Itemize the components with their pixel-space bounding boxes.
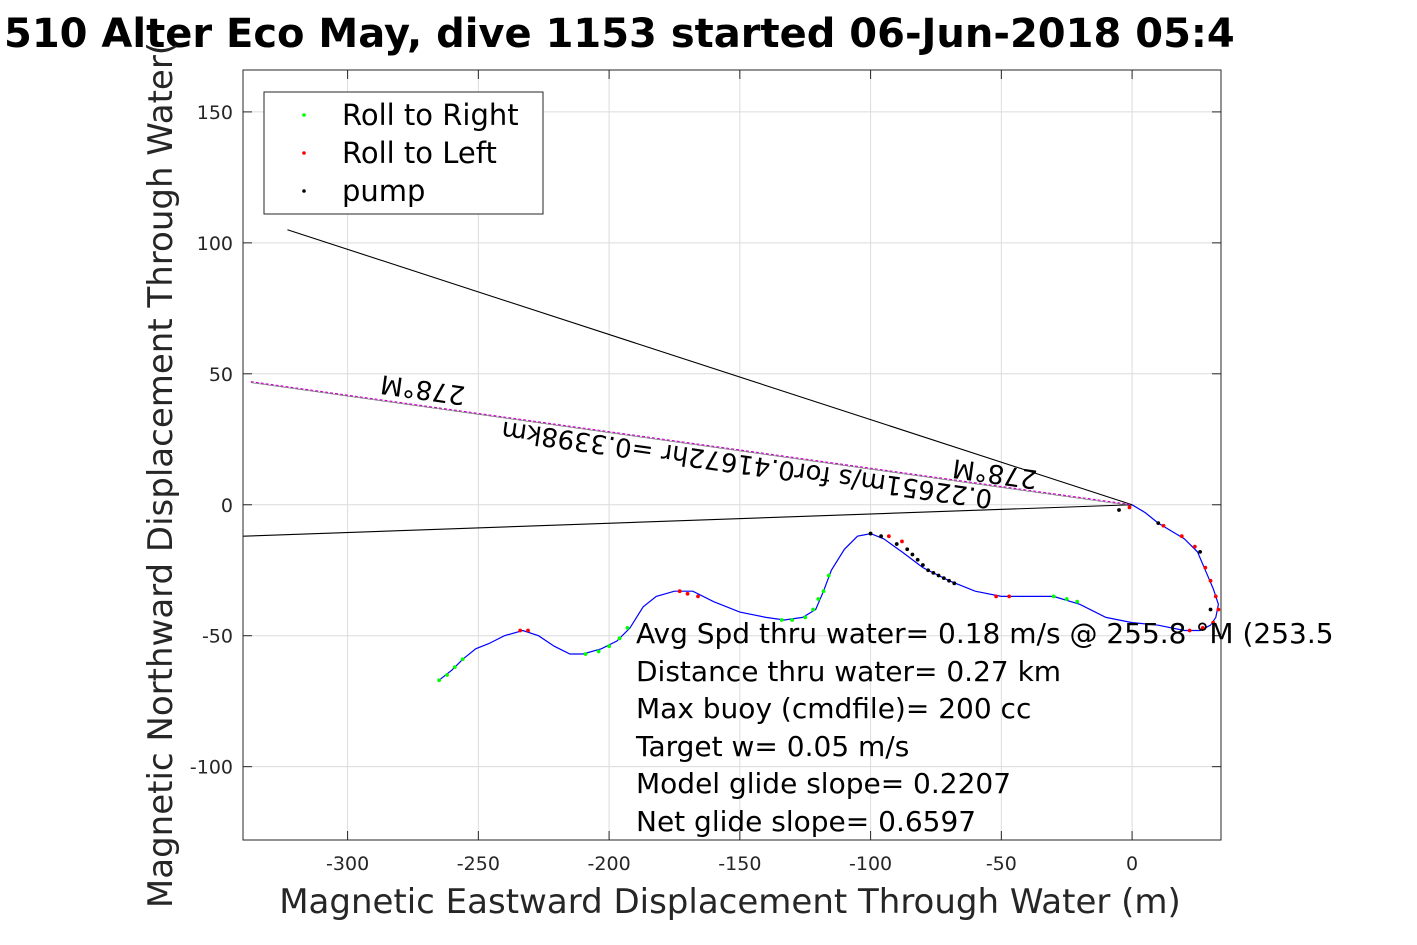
legend-marker-pump [302,189,306,193]
x-tick-label: 0 [1126,853,1138,875]
roll-right-point [617,636,622,641]
pump-point [936,573,941,578]
pump-point [941,576,946,580]
pump-point [879,534,883,539]
roll-left-point [696,594,700,599]
legend-label-pump: pump [342,174,425,208]
reference-line-shadow [250,382,1133,507]
reference-line [243,504,1133,537]
roll-left-point [1007,594,1012,599]
pump-point [926,568,931,573]
x-tick-label: -300 [326,853,369,875]
roll-right-point [596,649,601,654]
axes-frame [242,69,1222,841]
roll-left-point [1208,578,1213,583]
annotation-model-glide-slope: Model glide slope= 0.2207 [636,767,1011,800]
legend-label-roll-left: Roll to Left [342,136,497,170]
pump-point [868,531,873,536]
roll-left-point [1203,565,1208,570]
chart-title: 510 Alter Eco May, dive 1153 started 06-… [4,11,1235,57]
legend-marker-roll-left [302,151,306,155]
pump-point [931,570,936,575]
y-tick-label: -50 [202,626,233,648]
y-tick-label: -100 [190,757,233,779]
roll-right-point [816,597,821,601]
annotation-target-w: Target w= 0.05 m/s [635,730,909,763]
roll-right-point [607,644,611,649]
roll-left-point [518,628,523,633]
roll-right-point [826,573,831,578]
roll-left-point [1127,505,1132,510]
y-tick-label: 50 [209,364,233,386]
roll-right-point [452,665,457,670]
roll-right-point [1075,599,1080,604]
roll-left-point [1216,607,1221,612]
pump-point [952,581,957,586]
roll-right-point [1064,597,1069,601]
dive-track-line [438,504,1220,681]
reference-lines [243,229,1133,537]
roll-right-point [790,618,795,622]
roll-right-point [437,678,442,683]
pump-point [910,552,915,557]
pump-point [1198,550,1202,554]
roll-left-point [1200,625,1205,630]
x-tick-label: -150 [718,853,761,875]
roll-right-point [1051,594,1056,599]
roll-left-point [685,591,690,596]
roll-right-point [460,657,465,662]
roll-left-point [900,539,904,544]
axis-ticks: -300 -250 -200 -150 -100 -50 0 -100 -50 0 50 100 150 [190,70,1221,875]
y-tick-label: 150 [197,102,233,124]
pump-point [920,563,925,567]
track-markers [437,505,1221,683]
x-axis-label: Magnetic Eastward Displacement Through W… [279,882,1181,922]
roll-left-point [994,594,999,599]
annotation-avg-speed: Avg Spd thru water= 0.18 m/s @ 255.8 °M … [636,617,1334,650]
x-tick-label: -100 [849,853,892,875]
data-layer [243,229,1221,683]
roll-right-point [445,673,449,677]
x-tick-label: -50 [986,853,1017,875]
roll-right-point [779,618,784,622]
roll-left-point [1211,620,1216,625]
annotation-distance: Distance thru water= 0.27 km [636,655,1061,688]
y-tick-label: 100 [197,233,233,255]
reference-line [287,229,1133,506]
roll-right-point [583,652,588,656]
roll-left-point [1213,594,1218,599]
pump-point [1117,508,1121,512]
roll-left-point [677,589,682,594]
roll-left-point [1161,523,1166,528]
pump-point [1208,607,1213,612]
roll-right-point [803,615,808,620]
pump-point [894,542,899,546]
legend-box [263,91,544,215]
x-tick-label: -200 [588,853,631,875]
pump-point [915,557,920,562]
y-axis-label: Magnetic Northward Displacement Through … [141,42,181,908]
legend-marker-roll-right [302,113,306,117]
grid-lines [243,70,1221,840]
legend-label-roll-right: Roll to Right [342,98,519,132]
annotation-max-buoy: Max buoy (cmdfile)= 200 cc [636,692,1031,725]
pump-point [947,578,951,583]
roll-right-point [811,607,815,612]
roll-left-point [886,534,891,539]
roll-right-point [625,625,630,630]
roll-right-point [821,589,826,594]
reference-line [250,381,1133,506]
annotation-net-glide-slope: Net glide slope= 0.6597 [636,805,976,838]
legend: Roll to Right Roll to Left pump [263,91,544,215]
stats-annotation: Avg Spd thru water= 0.18 m/s @ 255.8 °M … [635,617,1334,838]
roll-left-point [1192,544,1197,549]
roll-left-point [1179,534,1184,539]
pump-point [905,547,910,552]
y-tick-label: 0 [221,495,233,517]
roll-left-point [1187,628,1192,633]
pump-point [1156,521,1161,525]
x-tick-label: -250 [457,853,500,875]
roll-left-point [526,628,530,633]
